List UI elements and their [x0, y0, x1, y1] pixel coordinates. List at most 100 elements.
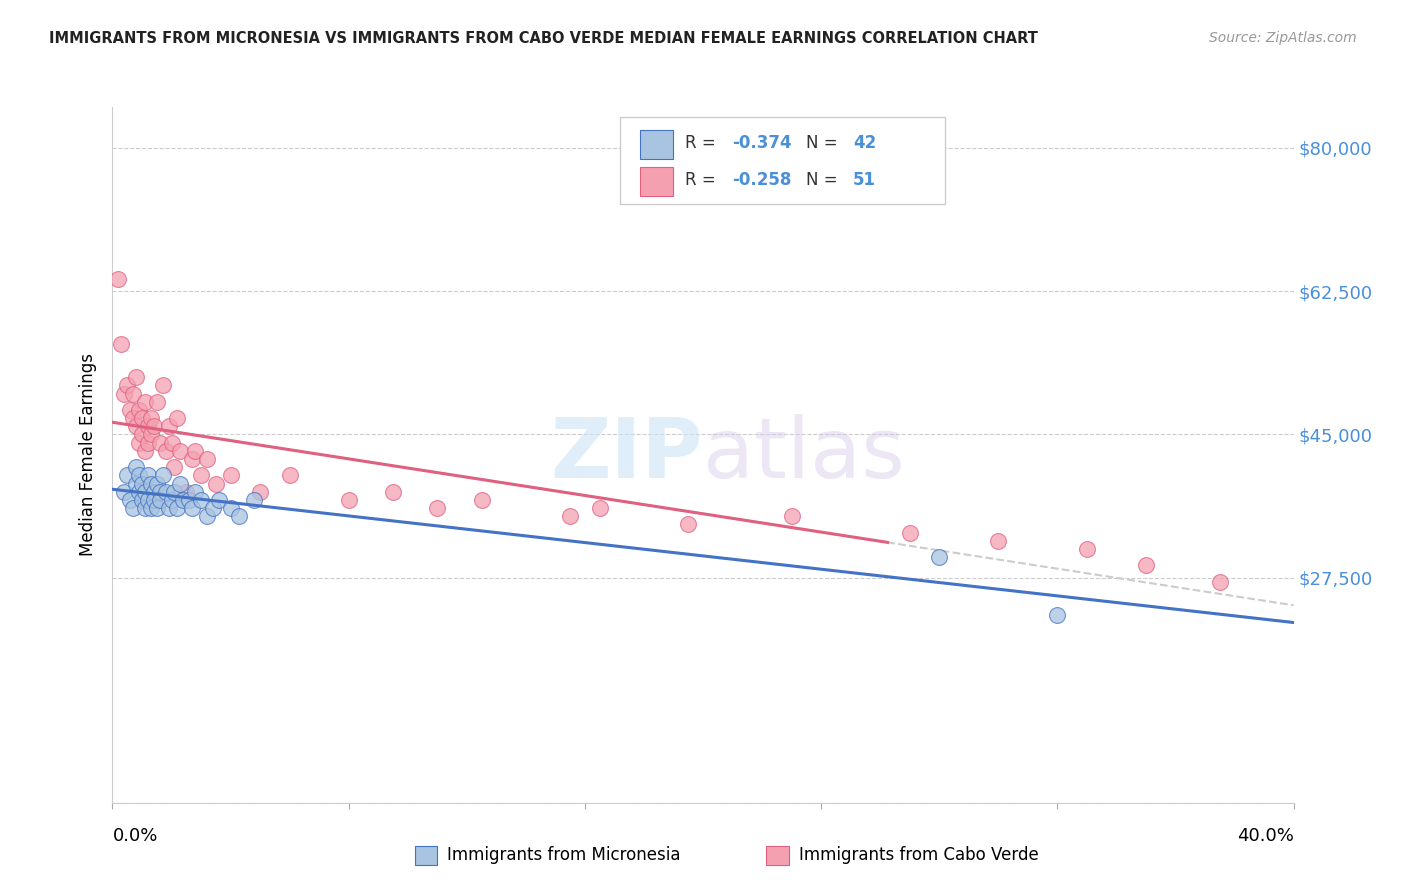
Point: [160, 435, 183, 450]
Point: [142, 419, 165, 434]
Text: -0.374: -0.374: [733, 134, 792, 152]
Point: [146, 501, 169, 516]
Point: [190, 492, 212, 507]
Point: [382, 484, 405, 499]
Bar: [766, 846, 789, 865]
Text: ZIP: ZIP: [551, 415, 703, 495]
Text: 40.0%: 40.0%: [1237, 827, 1294, 845]
Point: [928, 550, 950, 565]
Point: [146, 476, 169, 491]
Point: [201, 501, 224, 516]
Point: [155, 484, 177, 499]
Point: [128, 435, 150, 450]
Text: R =: R =: [685, 134, 721, 152]
Point: [278, 468, 301, 483]
Point: [184, 443, 207, 458]
Point: [149, 492, 172, 507]
Point: [125, 419, 148, 434]
Point: [249, 484, 271, 499]
Point: [426, 501, 449, 516]
Point: [337, 492, 360, 507]
Text: atlas: atlas: [703, 415, 904, 495]
Text: IMMIGRANTS FROM MICRONESIA VS IMMIGRANTS FROM CABO VERDE MEDIAN FEMALE EARNINGS : IMMIGRANTS FROM MICRONESIA VS IMMIGRANTS…: [49, 31, 1038, 46]
Text: 0.0%: 0.0%: [112, 827, 157, 845]
Point: [117, 468, 138, 483]
Point: [1046, 607, 1069, 622]
Point: [112, 484, 135, 499]
Point: [128, 468, 150, 483]
Point: [112, 386, 135, 401]
Point: [139, 411, 162, 425]
Point: [131, 476, 153, 491]
Text: N =: N =: [806, 134, 842, 152]
Point: [134, 501, 156, 516]
Point: [122, 411, 145, 425]
Point: [169, 476, 191, 491]
Point: [117, 378, 138, 392]
Point: [243, 492, 266, 507]
Point: [166, 411, 188, 425]
Point: [134, 484, 156, 499]
Point: [142, 492, 165, 507]
Point: [678, 517, 700, 532]
Point: [219, 501, 242, 516]
Point: [1208, 574, 1232, 589]
Text: Immigrants from Micronesia: Immigrants from Micronesia: [447, 847, 681, 864]
Point: [195, 509, 218, 524]
Point: [125, 460, 148, 475]
Point: [205, 476, 228, 491]
Bar: [640, 130, 673, 159]
Text: Source: ZipAtlas.com: Source: ZipAtlas.com: [1209, 31, 1357, 45]
Point: [122, 386, 145, 401]
Point: [155, 443, 177, 458]
Point: [780, 509, 803, 524]
Point: [470, 492, 494, 507]
Point: [142, 484, 165, 499]
Point: [131, 427, 153, 442]
Point: [190, 468, 212, 483]
Point: [128, 403, 150, 417]
Point: [139, 501, 162, 516]
Point: [136, 492, 159, 507]
Point: [163, 484, 186, 499]
Point: [157, 419, 180, 434]
Point: [149, 435, 172, 450]
Point: [152, 468, 174, 483]
Point: [120, 492, 142, 507]
Point: [172, 492, 194, 507]
Point: [1135, 558, 1157, 573]
Point: [558, 509, 582, 524]
Point: [120, 403, 142, 417]
Point: [208, 492, 231, 507]
Point: [166, 501, 188, 516]
Point: [987, 533, 1010, 548]
Point: [136, 435, 159, 450]
Point: [152, 378, 174, 392]
Text: 51: 51: [853, 171, 876, 189]
Point: [588, 501, 610, 516]
Point: [195, 452, 218, 467]
Point: [179, 492, 201, 507]
Point: [174, 484, 197, 499]
Point: [125, 476, 148, 491]
Point: [128, 484, 150, 499]
Point: [181, 501, 204, 516]
Point: [136, 419, 159, 434]
Point: [184, 484, 207, 499]
Point: [169, 443, 191, 458]
Point: [160, 492, 183, 507]
Point: [131, 492, 153, 507]
Point: [139, 476, 162, 491]
Point: [110, 337, 132, 351]
Point: [898, 525, 921, 540]
Bar: [640, 167, 673, 196]
FancyBboxPatch shape: [620, 118, 945, 204]
Point: [139, 427, 162, 442]
Point: [157, 501, 180, 516]
Y-axis label: Median Female Earnings: Median Female Earnings: [79, 353, 97, 557]
Point: [149, 484, 172, 499]
Text: 42: 42: [853, 134, 876, 152]
Point: [1076, 542, 1098, 557]
Text: Immigrants from Cabo Verde: Immigrants from Cabo Verde: [799, 847, 1039, 864]
Bar: [415, 846, 437, 865]
